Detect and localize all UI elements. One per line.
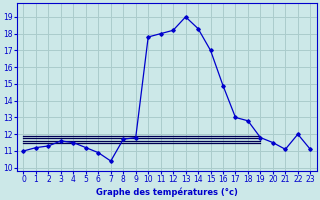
X-axis label: Graphe des températures (°c): Graphe des températures (°c) xyxy=(96,187,238,197)
